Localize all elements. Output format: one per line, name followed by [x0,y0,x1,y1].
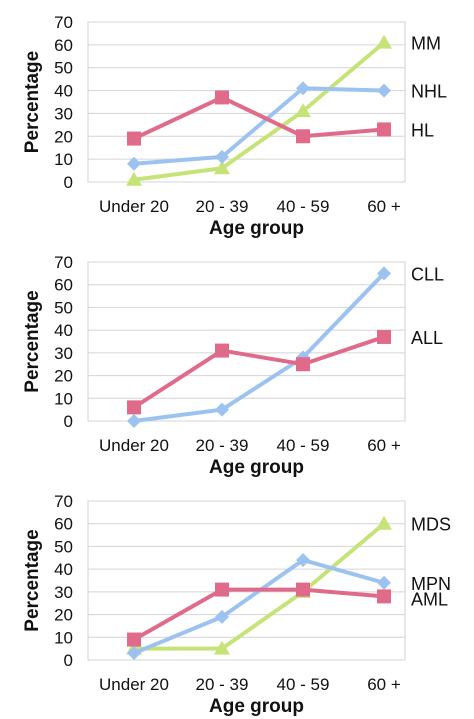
y-tick-label: 60 [54,276,73,295]
series-aml: AML [127,582,448,647]
y-tick-label: 50 [54,59,73,78]
data-point [215,582,229,597]
x-tick-label: 40 - 59 [277,197,330,216]
data-point [127,131,141,146]
series-all: ALL [127,328,443,415]
y-tick-label: 70 [54,13,73,32]
y-tick-label: 50 [54,537,73,556]
y-axis-label: Percentage [22,529,43,631]
data-point [296,129,310,144]
data-point [377,122,391,137]
x-axis-label: Age group [209,457,304,478]
series-label: HL [411,120,434,140]
data-point [296,582,310,597]
data-point [215,90,229,105]
series-label: NHL [411,82,447,102]
y-tick-label: 50 [54,298,73,317]
x-tick-label: 20 - 39 [196,197,249,216]
y-tick-label: 30 [54,583,73,602]
y-tick-label: 20 [54,367,73,386]
x-tick-label: 60 + [367,675,401,694]
y-tick-label: 30 [54,104,73,123]
data-point [214,640,230,655]
data-point [127,646,141,661]
series-nhl: NHL [127,81,447,171]
y-tick-label: 20 [54,127,73,146]
data-point [215,609,229,624]
y-tick-label: 10 [54,628,73,647]
y-tick-label: 10 [54,389,73,408]
data-point [215,149,229,164]
series-line [133,95,385,141]
series-label: CLL [411,264,444,284]
series-line [133,86,385,166]
x-tick-label: Under 20 [99,675,169,694]
series-label: MM [411,34,441,54]
series-line [133,41,386,182]
y-tick-label: 0 [64,651,73,670]
series-mds: MDS [126,515,451,655]
x-tick-label: Under 20 [99,436,169,455]
series-mm: MM [126,34,441,186]
data-point [127,400,141,415]
y-tick-label: 30 [54,344,73,363]
data-point [215,343,229,358]
data-point [377,266,391,281]
x-tick-label: 60 + [367,197,401,216]
x-axis-label: Age group [209,218,304,239]
data-point [295,103,311,118]
data-point [377,589,391,604]
series-line [133,271,386,423]
data-point [127,414,141,428]
series-hl: HL [127,90,434,146]
x-tick-label: 20 - 39 [196,436,249,455]
x-tick-label: 60 + [367,436,401,455]
y-axis-label: Percentage [22,290,43,392]
y-tick-label: 60 [54,36,73,55]
y-tick-label: 70 [54,492,73,511]
series-line [133,587,385,642]
data-point [296,81,310,96]
data-point [214,160,230,175]
plot-area [87,21,406,183]
series-line [132,335,385,410]
data-point [126,171,142,186]
y-tick-label: 40 [54,321,73,340]
y-tick-label: 0 [64,412,73,431]
y-tick-label: 10 [54,150,73,169]
series-line [134,522,386,651]
chart-panel-2: 0 10 20 30 40 50 60 70 Under 20 20 - 39 40 - 59 60 … [22,253,444,478]
series-label: MPN [411,574,451,594]
data-point [127,632,141,647]
series-label: AML [411,589,448,609]
data-point [376,515,392,530]
y-tick-label: 0 [64,173,73,192]
y-axis-label: Percentage [22,51,43,153]
series-label: ALL [411,328,443,348]
data-point [377,83,391,98]
data-point [296,357,310,372]
y-tick-label: 40 [54,82,73,101]
x-tick-label: 20 - 39 [196,675,249,694]
data-point [377,575,391,590]
x-tick-label: 40 - 59 [277,675,330,694]
x-tick-label: Under 20 [99,197,169,216]
y-tick-label: 40 [54,560,73,579]
data-point [127,156,141,171]
y-tick-label: 20 [54,606,73,625]
y-tick-label: 60 [54,515,73,534]
y-tick-label: 70 [54,253,73,272]
chart-panel-3: 0 10 20 30 40 50 60 70 Under 20 20 - 39 40 - 59 60 … [22,492,451,717]
data-point [377,329,391,344]
data-point [215,402,229,417]
data-point [376,34,392,49]
plot-area [87,261,406,422]
data-point [296,553,310,568]
chart-panel-1: 0 10 20 30 40 50 60 70 Under 20 20 - 39 40 - 59 60 … [22,13,447,239]
series-label: MDS [411,515,451,535]
x-tick-label: 40 - 59 [277,436,330,455]
x-axis-label: Age group [209,696,304,717]
